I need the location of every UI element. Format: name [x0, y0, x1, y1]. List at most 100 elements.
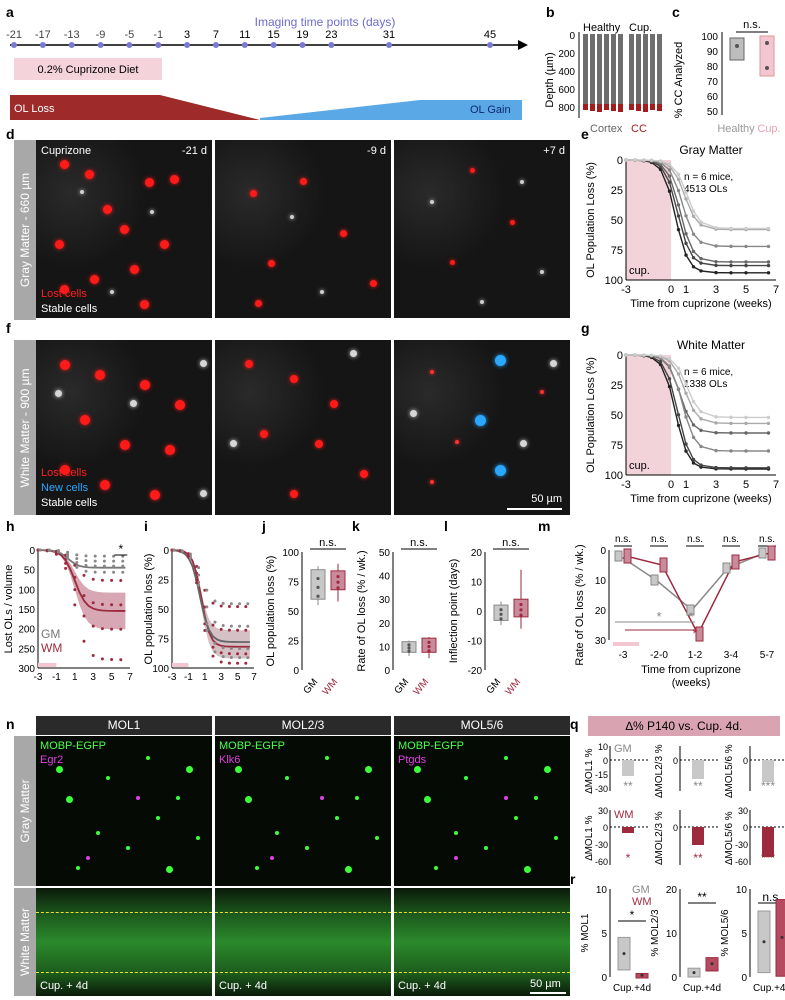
timeline-arrow	[518, 40, 528, 50]
panel-label-l: l	[444, 518, 448, 534]
panel-label-m: m	[538, 518, 551, 534]
x-label-wm: WM	[411, 677, 431, 698]
d-cuprizone-label: Cuprizone	[41, 145, 92, 157]
q-ytick: 0	[603, 756, 608, 766]
wm-point	[91, 653, 95, 657]
q-ylabel: ∆MOL2/3 %	[654, 744, 665, 797]
cell-marker	[140, 300, 149, 309]
egfp-cell	[484, 846, 488, 850]
b-bar-cortex	[657, 34, 662, 104]
b-bar-cortex	[590, 34, 595, 104]
marker-cell	[504, 796, 508, 800]
timeline-tick-label: -1	[153, 29, 163, 41]
cell-marker	[140, 380, 150, 390]
r-ytick: 5	[601, 929, 607, 940]
p-wm-lower-boundary	[394, 972, 570, 973]
b-bar-cortex	[643, 34, 648, 104]
r-ytick: 5	[741, 929, 747, 940]
gm-point	[205, 628, 209, 632]
q-title-bar: ∆% P140 vs. Cup. 4d.	[588, 716, 780, 736]
q-ytick: 0	[743, 823, 748, 833]
series-point	[729, 415, 733, 420]
q-ytick: -60	[735, 857, 748, 867]
wm-point	[64, 566, 68, 570]
series-point	[729, 449, 733, 453]
series-point	[699, 261, 703, 265]
p-green-label: MOBP-EGFP	[398, 740, 465, 752]
y-tick: 200	[18, 625, 35, 636]
y-tick: 0	[476, 607, 482, 618]
wm-mean-line	[171, 549, 250, 648]
x-tick: 3-4	[724, 650, 739, 661]
series-point	[667, 174, 672, 178]
q-ytick: 0	[603, 823, 608, 833]
series-point	[667, 162, 672, 166]
gm-point	[213, 620, 217, 624]
egfp-cell	[56, 766, 63, 773]
timeline-point	[11, 42, 17, 48]
c-ytick: 50	[707, 107, 719, 118]
y-tick: 75	[288, 578, 300, 589]
o-cup-label: Cup. + 4d	[219, 980, 268, 992]
cell-marker	[60, 360, 70, 370]
series-point	[691, 256, 696, 260]
x-tick: -3	[168, 672, 177, 683]
r-ytick: 10	[596, 885, 608, 896]
gm-point	[197, 583, 201, 587]
wm-point	[219, 651, 223, 655]
b-bar-cortex	[650, 34, 655, 104]
gm-point	[121, 559, 125, 563]
series-point	[714, 270, 718, 275]
ol-gain-area	[260, 100, 522, 120]
series-point	[744, 466, 748, 470]
o-wm-image	[215, 888, 391, 996]
egfp-cell	[186, 766, 193, 773]
y-label: OL population loss (%)	[143, 554, 155, 665]
series-point	[676, 413, 681, 417]
panel-label-e: e	[581, 126, 589, 142]
gm-point	[221, 601, 225, 605]
cell-marker	[150, 210, 154, 214]
timeline-point	[184, 42, 191, 48]
series-point	[691, 214, 696, 218]
y-tick: 25	[611, 185, 623, 197]
scale-label: 50 µm	[530, 978, 561, 990]
wm-point	[219, 604, 223, 608]
p-wm-image	[394, 888, 570, 996]
timeline-point	[270, 42, 277, 48]
wm-point	[244, 628, 248, 632]
cell-marker	[320, 290, 324, 294]
n-label: n = 6 mice,	[684, 172, 733, 183]
x-label: Time from cuprizone	[641, 664, 741, 676]
q-ytick: -30	[735, 840, 748, 850]
series-point	[684, 241, 688, 246]
cell-marker	[90, 275, 99, 284]
b-bar-cc	[657, 104, 662, 111]
q-wm-sig: ***	[761, 851, 775, 865]
gm-point	[93, 570, 97, 574]
series-point	[729, 271, 733, 275]
x-tick: 5	[109, 672, 115, 683]
y-tick: 25	[611, 380, 623, 392]
wm-point	[236, 652, 240, 656]
q-gm-sig: **	[693, 779, 703, 793]
c-ytick: 80	[707, 62, 719, 73]
c-ytick: 60	[707, 92, 719, 103]
wm-point	[211, 623, 215, 627]
timeline-tick-label: -13	[64, 29, 80, 41]
series-point	[691, 209, 696, 213]
cell-marker	[120, 440, 130, 450]
series-point	[714, 259, 718, 264]
f-image-3: 50 µm	[394, 340, 570, 515]
q-ytick: 30	[598, 806, 608, 816]
panel-label-c: c	[672, 4, 680, 20]
y-tick: -10	[468, 637, 483, 648]
q-ytick: 0	[673, 756, 678, 766]
series-point	[766, 263, 771, 268]
series-point	[667, 168, 672, 172]
x-label-2: (weeks)	[672, 677, 711, 689]
gm-point	[188, 556, 192, 560]
gm-box	[650, 574, 659, 586]
egfp-cell	[325, 756, 329, 760]
wm-point	[91, 624, 95, 628]
